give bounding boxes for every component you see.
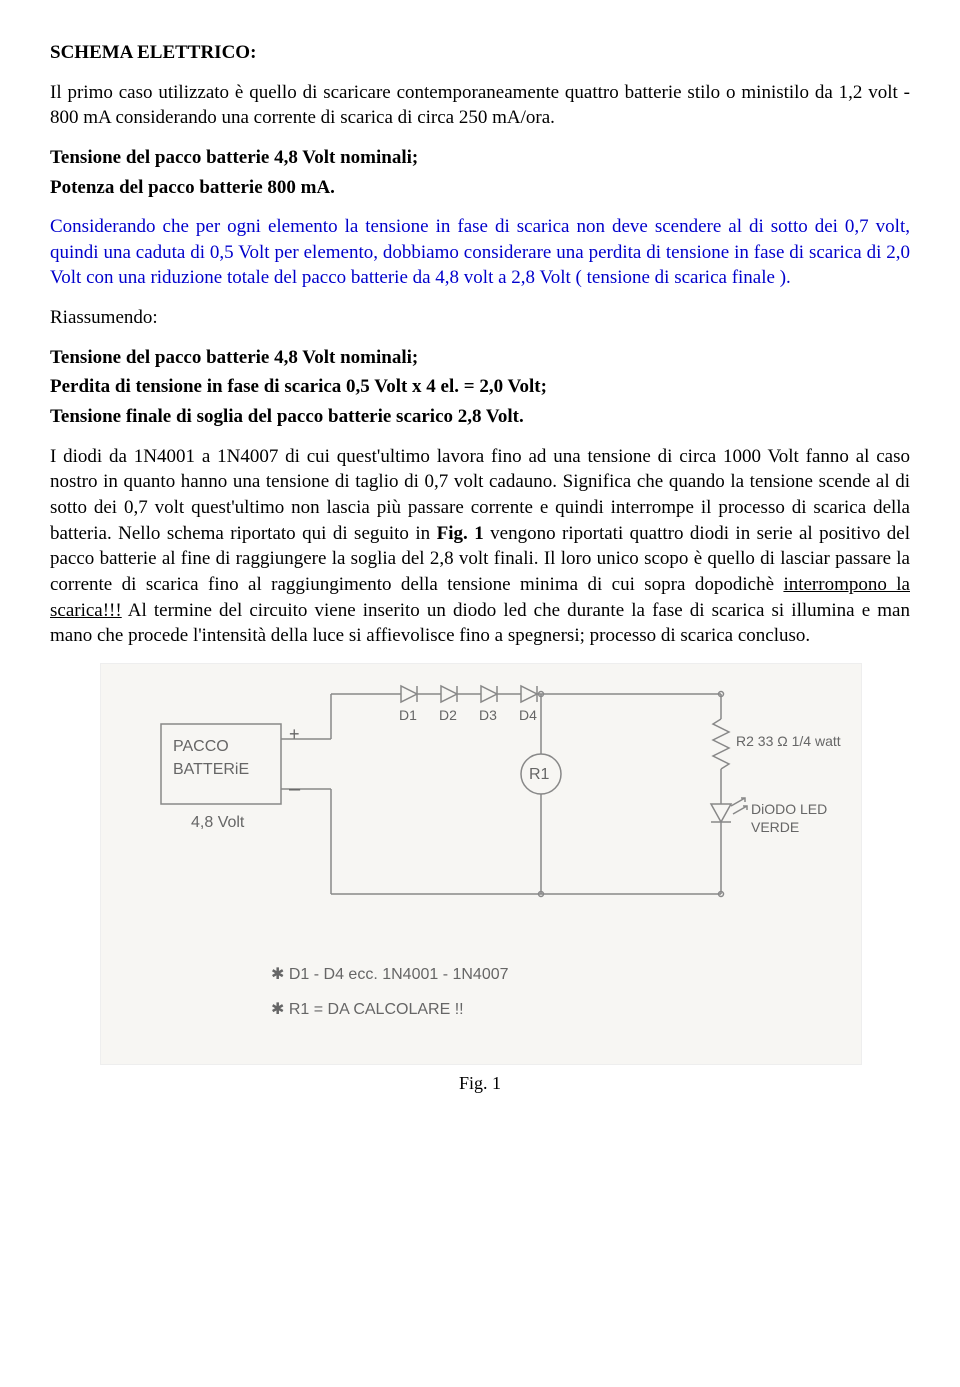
- note-r1: ✱ R1 = DA CALCOLARE !!: [271, 999, 464, 1021]
- spec-power: Potenza del pacco batterie 800 mA.: [50, 175, 910, 201]
- label-d4: D4: [519, 706, 537, 725]
- summary-line3: Tensione finale di soglia del pacco batt…: [50, 404, 910, 430]
- note-diodes: ✱ D1 - D4 ecc. 1N4001 - 1N4007: [271, 964, 509, 986]
- circuit-diagram: PACCO BATTERiE + – 4,8 Volt D1 D2 D3 D4 …: [100, 663, 862, 1065]
- label-r2: R2 33 Ω 1/4 watt: [736, 732, 841, 751]
- label-volt: 4,8 Volt: [191, 812, 244, 834]
- section-title: SCHEMA ELETTRICO:: [50, 40, 910, 66]
- label-pack1: PACCO: [173, 736, 229, 758]
- riassumendo-label: Riassumendo:: [50, 305, 910, 331]
- label-d1: D1: [399, 706, 417, 725]
- summary-line2: Perdita di tensione in fase di scarica 0…: [50, 374, 910, 400]
- label-d2: D2: [439, 706, 457, 725]
- paragraph-intro: Il primo caso utilizzato è quello di sca…: [50, 80, 910, 131]
- label-led1: DiODO LED: [751, 800, 827, 819]
- paragraph-diodes: I diodi da 1N4001 a 1N4007 di cui quest'…: [50, 444, 910, 649]
- label-led2: VERDE: [751, 818, 799, 837]
- label-pack2: BATTERiE: [173, 759, 249, 781]
- figure-caption: Fig. 1: [100, 1071, 860, 1095]
- label-plus: +: [289, 722, 300, 746]
- paragraph-considerando: Considerando che per ogni elemento la te…: [50, 214, 910, 291]
- summary-line1: Tensione del pacco batterie 4,8 Volt nom…: [50, 345, 910, 371]
- fig-ref: Fig. 1: [437, 523, 484, 544]
- label-d3: D3: [479, 706, 497, 725]
- p9-part-e: Al termine del circuito viene inserito u…: [50, 600, 910, 647]
- label-r1: R1: [529, 764, 549, 786]
- label-minus: –: [289, 776, 300, 803]
- spec-tension: Tensione del pacco batterie 4,8 Volt nom…: [50, 145, 910, 171]
